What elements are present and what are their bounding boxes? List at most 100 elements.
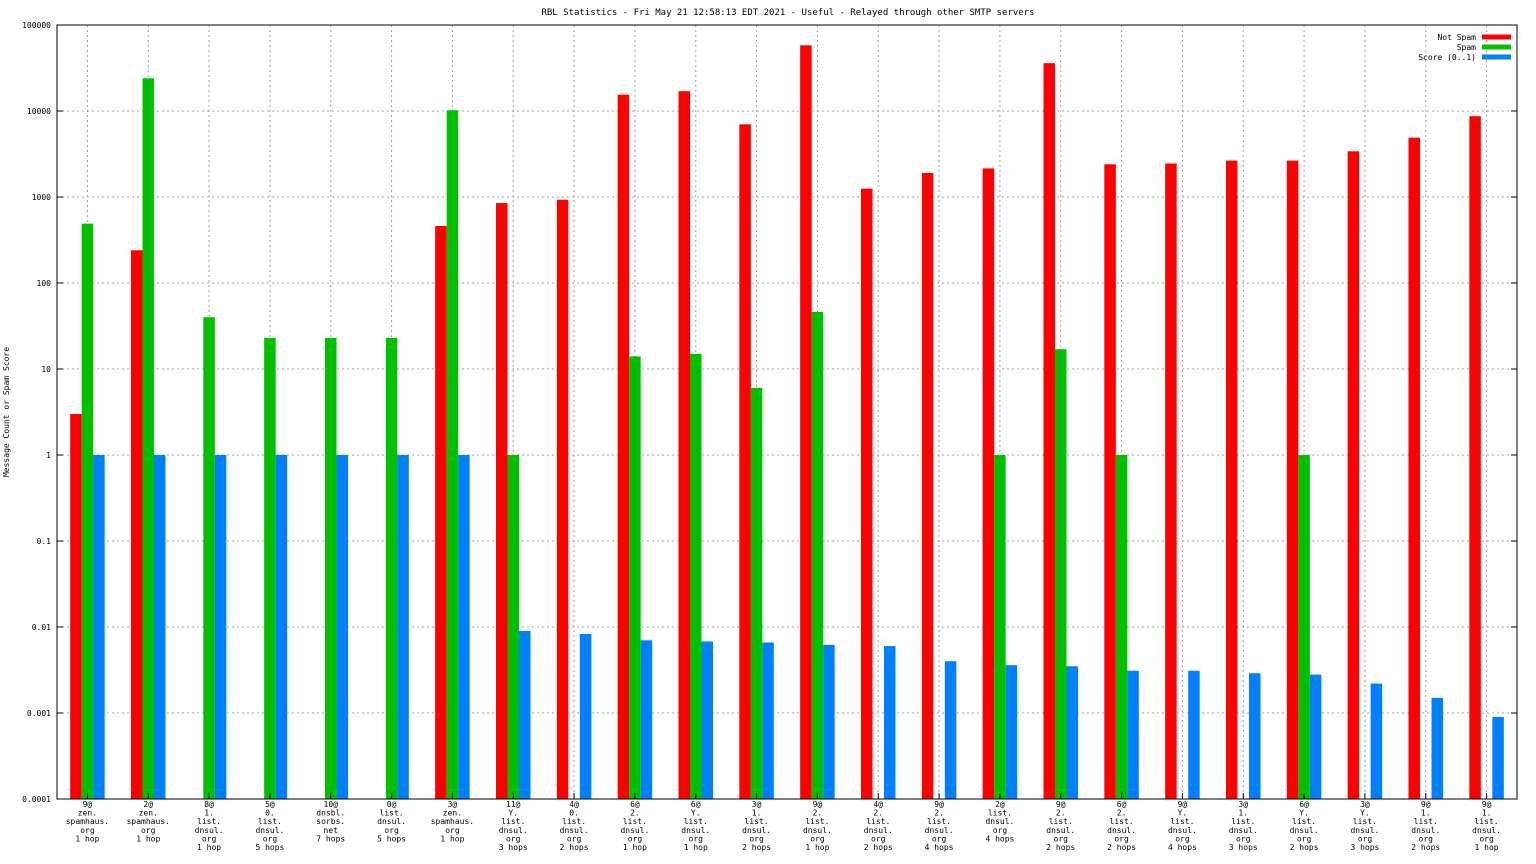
bar-not-spam	[1347, 151, 1360, 799]
x-tick-label: 9@ 2. list. dnsul. org 1 hop	[803, 800, 832, 852]
y-tick-label: 100000	[22, 21, 51, 30]
bar-spam	[690, 353, 702, 799]
x-tick-label: 6@ Y. list. dnsul. org 1 hop	[681, 800, 710, 852]
bar-score-0-1	[1249, 673, 1261, 799]
bar-not-spam	[496, 203, 508, 800]
bar-spam	[811, 312, 824, 799]
bar-score-0-1	[1066, 666, 1078, 799]
bar-score-0-1	[275, 455, 288, 799]
legend-label: Not Spam	[1437, 33, 1476, 42]
bar-not-spam	[1226, 160, 1238, 800]
bar-not-spam	[861, 188, 873, 799]
y-tick-label: 1000	[32, 193, 51, 202]
bar-not-spam	[800, 45, 812, 799]
bar-spam	[1115, 455, 1128, 799]
x-tick-label: 2@ zen. spamhaus. org 1 hop	[127, 800, 170, 843]
bar-score-0-1	[823, 644, 835, 799]
x-tick-label: 5@ 0. list. dnsul. org 5 hops	[255, 800, 284, 852]
x-tick-label: 3@ zen. spamhaus. org 1 hop	[431, 800, 474, 843]
x-tick-label: 9@ zen. spamhaus. org 1 hop	[66, 800, 109, 843]
bar-spam	[994, 455, 1006, 799]
bar-score-0-1	[519, 630, 531, 799]
legend-swatch	[1482, 44, 1511, 50]
x-tick-label: 3@ 1. list. dnsul. org 2 hops	[742, 800, 771, 852]
bar-score-0-1	[762, 642, 774, 799]
plot-frame	[56, 24, 1518, 800]
bar-score-0-1	[1005, 665, 1018, 799]
y-tick-label: 1	[46, 451, 51, 460]
y-axis-label: Message Count or Spam Score	[2, 347, 11, 477]
bar-not-spam	[70, 413, 82, 799]
bar-not-spam	[1408, 137, 1420, 800]
bar-spam	[446, 110, 459, 800]
y-tick-label: 0.001	[27, 709, 51, 718]
bar-not-spam	[1165, 163, 1177, 799]
bar-score-0-1	[1431, 697, 1443, 799]
bar-not-spam	[678, 91, 690, 799]
bar-score-0-1	[1309, 674, 1322, 799]
bar-not-spam	[131, 250, 143, 800]
x-tick-label: 9@ 2. list. dnsul. org 2 hops	[1046, 800, 1075, 852]
y-tick-label: 100	[37, 279, 52, 288]
bar-score-0-1	[1370, 683, 1383, 799]
bar-spam	[142, 78, 154, 800]
bar-spam	[264, 337, 276, 799]
bar-score-0-1	[397, 455, 409, 799]
bar-not-spam	[739, 124, 751, 799]
bar-score-0-1	[1127, 670, 1139, 799]
legend-swatch	[1482, 34, 1511, 40]
chart-title: RBL Statistics - Fri May 21 12:58:13 EDT…	[541, 8, 1034, 18]
x-tick-label: 3@ 1. list. dnsul. org 3 hops	[1229, 800, 1258, 852]
x-tick-labels: 9@ zen. spamhaus. org 1 hop 2@ zen. spamhaus. or…	[66, 793, 1501, 852]
bar-spam	[203, 317, 215, 799]
x-tick-label: 9@ 1. list. dnsul. org 2 hops	[1411, 800, 1440, 852]
x-tick-label: 11@ Y. list. dnsul. org 3 hops	[499, 800, 528, 852]
bar-spam	[325, 337, 337, 799]
bar-score-0-1	[640, 640, 653, 799]
x-tick-label: 8@ 1. list. dnsul. org 1 hop	[195, 800, 224, 852]
x-tick-label: 9@ Y. list. dnsul. org 4 hops	[1168, 800, 1197, 852]
bar-not-spam	[1286, 160, 1299, 800]
y-tick-label: 0.01	[32, 623, 51, 632]
bar-spam	[81, 223, 94, 800]
bar-not-spam	[556, 199, 569, 800]
bar-not-spam	[617, 94, 630, 800]
legend-label: Spam	[1457, 43, 1476, 52]
y-tick-label: 0.1	[37, 537, 52, 546]
bar-not-spam	[435, 226, 447, 800]
bar-spam	[750, 388, 763, 799]
bar-score-0-1	[336, 455, 348, 799]
bar-not-spam	[1104, 164, 1116, 800]
bar-not-spam	[982, 168, 995, 800]
bar-not-spam	[1469, 116, 1481, 799]
x-tick-label: 6@ 2. list. dnsul. org 2 hops	[1107, 800, 1136, 852]
bar-spam	[507, 455, 519, 799]
bar-spam	[385, 337, 398, 799]
bar-spam	[1055, 349, 1067, 799]
y-tick-labels: 0.0001 0.001 0.01 0.1 1 10 100 1000 10000 100000	[22, 21, 1517, 804]
bar-not-spam	[921, 173, 934, 799]
x-tick-label: 4@ 2. list. dnsul. org 2 hops	[864, 800, 893, 852]
x-tick-label: 2@ list. dnsul. org 4 hops	[985, 800, 1014, 843]
bars-layer	[70, 45, 1504, 800]
bar-score-0-1	[458, 455, 470, 799]
legend-swatch	[1482, 54, 1511, 60]
x-tick-label: 6@ Y. list. dnsul. org 2 hops	[1290, 800, 1319, 852]
x-tick-label: 6@ 2. list. dnsul. org 1 hop	[620, 800, 649, 852]
y-tick-label: 10000	[27, 107, 51, 116]
bar-score-0-1	[701, 641, 713, 799]
y-tick-label: 10	[41, 365, 51, 374]
bar-score-0-1	[884, 646, 896, 799]
bar-score-0-1	[93, 455, 105, 799]
x-tick-label: 3@ Y. list. dnsul. org 3 hops	[1350, 800, 1379, 852]
y-tick-label: 0.0001	[22, 795, 51, 804]
bar-score-0-1	[1188, 670, 1200, 799]
legend-label: Score (0..1)	[1418, 53, 1476, 62]
x-tick-label: 0@ list. dnsul. org 5 hops	[377, 800, 406, 843]
bar-score-0-1	[944, 661, 957, 799]
bar-spam	[629, 356, 641, 799]
bar-score-0-1	[1492, 716, 1504, 799]
bar-not-spam	[1043, 63, 1055, 800]
